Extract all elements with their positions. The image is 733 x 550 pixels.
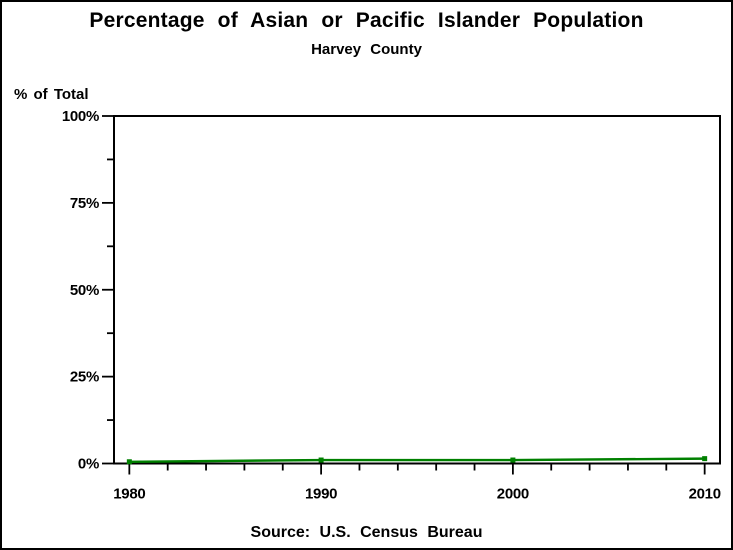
plot-frame — [113, 115, 721, 465]
data-point-marker — [702, 456, 708, 462]
y-tick-label: 0% — [78, 456, 99, 473]
data-point-marker — [126, 459, 132, 465]
data-point-marker — [318, 457, 324, 463]
chart-title: Percentage of Asian or Pacific Islander … — [89, 9, 644, 32]
y-tick-label: 100% — [62, 108, 99, 125]
chart-subtitle: Harvey County — [311, 41, 422, 58]
y-tick-label: 25% — [70, 369, 99, 386]
x-tick-label: 2010 — [689, 486, 721, 503]
y-tick-label: 75% — [70, 195, 99, 212]
source-footnote: Source: U.S. Census Bureau — [250, 524, 483, 541]
x-tick-label: 1980 — [113, 486, 145, 503]
x-tick-label: 2000 — [497, 486, 529, 503]
data-point-marker — [510, 457, 516, 463]
x-tick-label: 1990 — [305, 486, 337, 503]
data-line — [129, 457, 705, 463]
y-axis-title: % of Total — [14, 86, 89, 103]
y-tick-label: 50% — [70, 282, 99, 299]
